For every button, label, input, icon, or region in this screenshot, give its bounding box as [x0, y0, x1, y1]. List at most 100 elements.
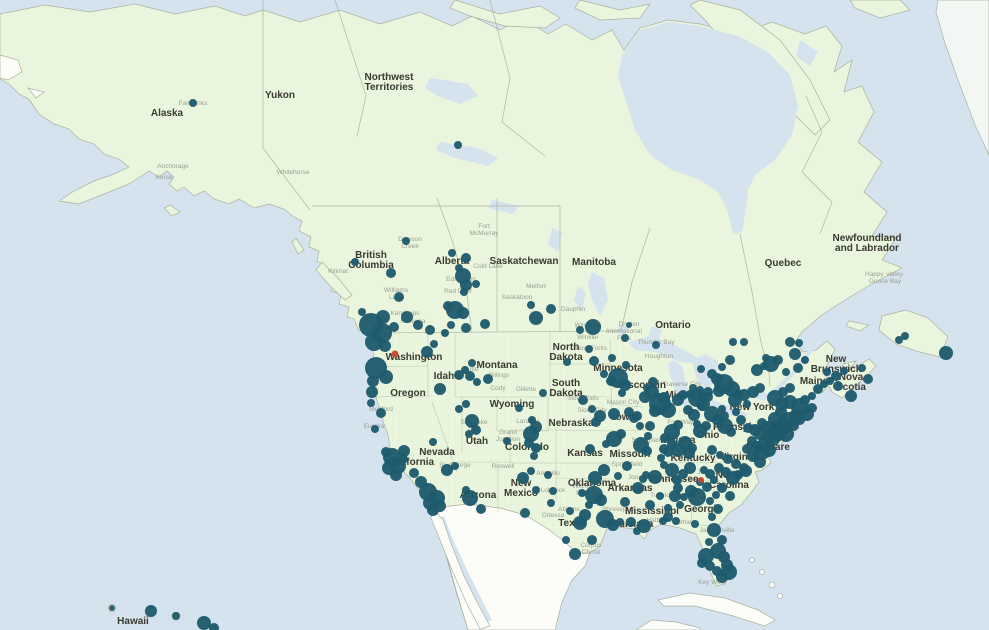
map-dot[interactable] — [398, 445, 410, 457]
map-dot[interactable] — [145, 605, 157, 617]
map-dot[interactable] — [468, 359, 476, 367]
map-dot[interactable] — [515, 404, 523, 412]
map-dot[interactable] — [401, 311, 413, 323]
map-dot[interactable] — [626, 322, 632, 328]
map-dot[interactable] — [455, 264, 463, 272]
map-dot[interactable] — [600, 370, 608, 378]
map-dot[interactable] — [639, 475, 647, 483]
map-dot[interactable] — [386, 268, 396, 278]
map-dot[interactable] — [527, 467, 535, 475]
map-dot[interactable] — [660, 461, 668, 469]
map-dot[interactable] — [619, 379, 631, 391]
map-dot[interactable] — [718, 363, 726, 371]
map-dot[interactable] — [465, 414, 479, 428]
map-dot[interactable] — [351, 258, 359, 266]
map-dot[interactable] — [648, 470, 662, 484]
map-dot[interactable] — [673, 420, 683, 430]
map-dot[interactable] — [725, 355, 735, 365]
map-dot[interactable] — [544, 471, 552, 479]
map-dot[interactable] — [813, 384, 823, 394]
map-dot[interactable] — [820, 380, 828, 388]
map-dot[interactable] — [672, 517, 680, 525]
map-dot[interactable] — [455, 405, 463, 413]
map-dot[interactable] — [863, 374, 873, 384]
map-dot[interactable] — [658, 392, 670, 404]
map-dot[interactable] — [462, 400, 470, 408]
map-dot[interactable] — [736, 415, 746, 425]
map-dot[interactable] — [831, 371, 841, 381]
map-dot[interactable] — [707, 369, 717, 379]
map-dot[interactable] — [729, 338, 737, 346]
map-dot[interactable] — [476, 504, 486, 514]
map-dot[interactable] — [660, 433, 670, 443]
map-dot[interactable] — [389, 322, 399, 332]
map-dot[interactable] — [751, 364, 763, 376]
map-dot[interactable] — [197, 616, 211, 630]
map-dot[interactable] — [795, 339, 803, 347]
map-dot[interactable] — [472, 280, 480, 288]
map-dot[interactable] — [451, 462, 459, 470]
map-dot[interactable] — [713, 504, 723, 514]
highlighted-dot[interactable] — [391, 350, 399, 358]
map-dot[interactable] — [901, 332, 909, 340]
map-dot[interactable] — [703, 387, 713, 397]
map-dot[interactable] — [427, 504, 439, 516]
map-dot[interactable] — [621, 334, 629, 342]
map-dot[interactable] — [588, 471, 602, 485]
map-dot[interactable] — [632, 411, 642, 421]
map-dot[interactable] — [697, 365, 705, 373]
map-dot[interactable] — [705, 538, 713, 546]
map-dot[interactable] — [840, 367, 848, 375]
map-dot[interactable] — [740, 338, 748, 346]
map-dot[interactable] — [443, 301, 453, 311]
map-dot[interactable] — [562, 536, 570, 544]
map-dot[interactable] — [413, 320, 423, 330]
map-dot[interactable] — [532, 486, 540, 494]
map-dot[interactable] — [755, 383, 765, 393]
map-dot[interactable] — [606, 376, 616, 386]
map-dot[interactable] — [529, 311, 543, 325]
map-dot[interactable] — [587, 535, 597, 545]
map-dot[interactable] — [659, 444, 669, 454]
map-dot[interactable] — [726, 427, 736, 437]
map-dot[interactable] — [461, 366, 469, 374]
map-dot[interactable] — [716, 451, 724, 459]
map-dot[interactable] — [460, 288, 468, 296]
map-dot[interactable] — [707, 445, 717, 455]
map-dot[interactable] — [717, 483, 727, 493]
map-dot[interactable] — [520, 508, 530, 518]
map-dot[interactable] — [826, 377, 834, 385]
map-dot[interactable] — [527, 301, 535, 309]
map-dot[interactable] — [652, 341, 660, 349]
map-dot[interactable] — [454, 370, 464, 380]
map-dot[interactable] — [708, 513, 716, 521]
map-dot[interactable] — [643, 384, 651, 392]
map-dot[interactable] — [421, 346, 433, 358]
map-dot[interactable] — [528, 416, 536, 424]
map-dot[interactable] — [585, 345, 593, 353]
map-dot[interactable] — [785, 383, 795, 393]
map-dot[interactable] — [457, 307, 469, 319]
map-dot[interactable] — [209, 623, 219, 630]
map-dot[interactable] — [696, 386, 704, 394]
map-dot[interactable] — [517, 472, 529, 484]
map-dot[interactable] — [754, 456, 766, 468]
map-dot[interactable] — [644, 432, 652, 440]
map-dot[interactable] — [589, 356, 599, 366]
map-dot[interactable] — [718, 405, 726, 413]
map-dot[interactable] — [684, 462, 696, 474]
map-dot[interactable] — [807, 403, 817, 413]
map-dot[interactable] — [425, 325, 435, 335]
map-dot[interactable] — [429, 438, 437, 446]
map-dot[interactable] — [773, 355, 783, 365]
map-dot[interactable] — [566, 507, 574, 515]
map-dot[interactable] — [189, 99, 197, 107]
map-dot[interactable] — [785, 337, 795, 347]
map-dot[interactable] — [591, 417, 601, 427]
map-dot[interactable] — [691, 520, 699, 528]
map-dot[interactable] — [573, 516, 587, 530]
map-dot[interactable] — [789, 348, 801, 360]
map-dot[interactable] — [698, 403, 706, 411]
map-dot[interactable] — [700, 466, 708, 474]
